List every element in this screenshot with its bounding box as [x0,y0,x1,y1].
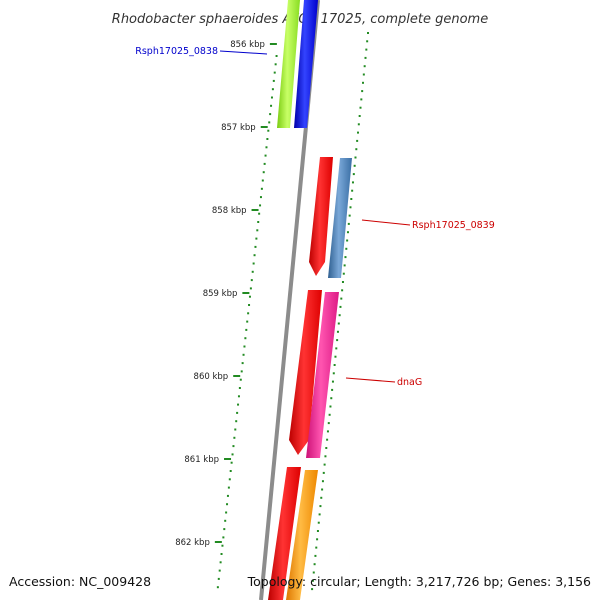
gene-label-leader [219,50,268,55]
gene-label-rsph17025-0839[interactable]: Rsph17025_0839 [412,220,495,231]
scale-label: 862 kbp [175,538,210,548]
gene-feature-pink[interactable] [306,292,339,458]
scale-label: 861 kbp [184,455,219,465]
gene-feature-green[interactable] [277,0,300,128]
scale-label: 856 kbp [230,40,265,50]
gene-feature-steelblue[interactable] [328,158,352,278]
gene-feature-red-1[interactable] [309,157,333,276]
gene-feature-orange[interactable] [286,470,318,600]
scale-label: 860 kbp [194,372,229,382]
gene-features [268,0,352,600]
inner-tick-ring: 856 kbp 857 kbp 858 kbp 859 kbp 860 kbp 861 k… [175,40,278,589]
scale-label: 857 kbp [221,123,256,133]
topology-text: Topology: circular; Length: 3,217,726 bp… [247,574,591,589]
outer-tick-ring [311,32,369,591]
gene-label-leader [361,219,411,226]
gene-feature-blue[interactable] [294,0,318,128]
gene-label-leader [345,377,396,383]
gene-label-group-dnag: dnaG [345,377,422,388]
gene-label-group-0839: Rsph17025_0839 [361,219,495,231]
map-title: Rhodobacter sphaeroides ATCC 17025, comp… [112,12,488,27]
accession-text: Accession: NC_009428 [9,574,151,589]
gene-label-group-0838: Rsph17025_0838 [135,46,268,57]
gene-label-dnag[interactable]: dnaG [397,377,422,388]
scale-label: 859 kbp [203,289,238,299]
gene-feature-red-2[interactable] [289,290,322,455]
gene-label-rsph17025-0838[interactable]: Rsph17025_0838 [135,46,218,57]
gene-feature-red-3[interactable] [268,467,301,600]
scale-label: 858 kbp [212,206,247,216]
